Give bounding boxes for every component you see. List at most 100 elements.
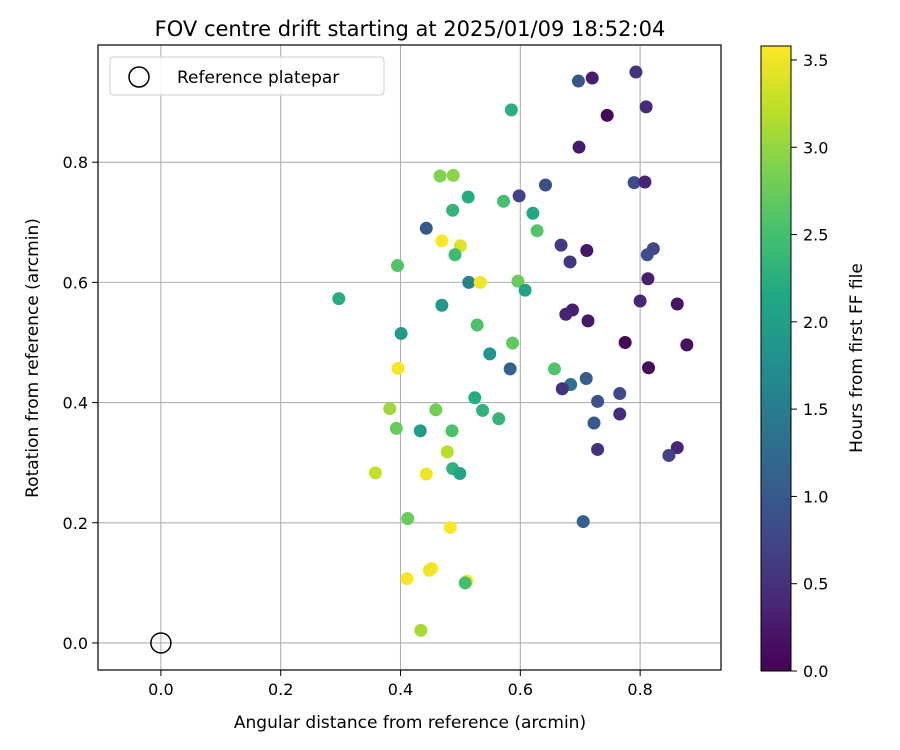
grid-lines <box>98 45 721 670</box>
scatter-point <box>581 314 595 328</box>
scatter-point <box>670 441 684 455</box>
x-tick-label: 0.0 <box>148 680 173 699</box>
scatter-point <box>639 100 653 114</box>
scatter-point <box>435 234 449 248</box>
scatter-point <box>526 206 540 220</box>
scatter-point <box>563 255 577 269</box>
scatter-point <box>433 169 447 183</box>
scatter-point <box>640 248 654 262</box>
scatter-point <box>613 387 627 401</box>
x-axis-label: Angular distance from reference (arcmin) <box>234 713 586 733</box>
scatter-point <box>511 274 525 288</box>
scatter-point <box>383 402 397 416</box>
scatter-point <box>497 194 511 208</box>
scatter-point <box>555 382 569 396</box>
scatter-point <box>576 515 590 529</box>
scatter-point <box>429 403 443 417</box>
scatter-point <box>401 512 415 526</box>
scatter-point <box>506 336 520 350</box>
scatter-point <box>591 442 605 456</box>
y-axis-ticks: 0.0 0.2 0.4 0.6 0.8 <box>63 153 98 653</box>
colorbar-tick-label: 3.0 <box>803 138 828 157</box>
scatter-point <box>419 467 433 481</box>
colorbar-tick-label: 2.5 <box>803 226 828 245</box>
scatter-point <box>435 298 449 312</box>
x-tick-label: 0.2 <box>268 680 293 699</box>
scatter-point <box>470 318 484 332</box>
colorbar-tick-label: 2.0 <box>803 313 828 332</box>
data-points <box>332 65 694 637</box>
chart-title: FOV centre drift starting at 2025/01/09 … <box>155 17 666 41</box>
y-tick-label: 0.2 <box>63 514 88 533</box>
scatter-point <box>453 466 467 480</box>
scatter-point <box>579 372 593 386</box>
colorbar-tick-label: 1.5 <box>803 400 828 419</box>
scatter-point <box>641 272 655 286</box>
colorbar-tick-label: 0.0 <box>803 662 828 681</box>
scatter-point <box>400 572 414 586</box>
scatter-point <box>629 65 643 79</box>
scatter-point <box>547 362 561 376</box>
scatter-point <box>572 140 586 154</box>
scatter-point <box>580 244 594 258</box>
scatter-point <box>332 292 346 306</box>
colorbar-ticks: 0.0 0.5 1.0 1.5 2.0 2.5 3.0 3.5 <box>791 51 828 681</box>
scatter-point <box>559 307 573 321</box>
colorbar-tick-label: 0.5 <box>803 575 828 594</box>
scatter-point <box>503 362 517 376</box>
scatter-point <box>642 361 656 375</box>
scatter-point <box>600 108 614 122</box>
legend-box <box>109 56 385 96</box>
scatter-point <box>518 283 532 297</box>
scatter-point <box>670 297 684 311</box>
scatter-point <box>571 74 585 88</box>
scatter-point <box>473 275 487 289</box>
scatter-point <box>538 178 552 192</box>
y-axis-label: Rotation from reference (arcmin) <box>23 218 43 498</box>
scatter-point <box>585 71 599 85</box>
scatter-point <box>504 103 518 117</box>
legend: Reference platepar <box>109 56 385 96</box>
y-tick-label: 0.4 <box>63 394 88 413</box>
scatter-point <box>633 294 647 308</box>
scatter-point <box>445 424 459 438</box>
scatter-point <box>391 259 405 273</box>
scatter-point <box>414 623 428 637</box>
x-tick-label: 0.4 <box>388 680 413 699</box>
scatter-point <box>587 416 601 430</box>
scatter-point <box>422 563 436 577</box>
scatter-point <box>591 394 605 408</box>
scatter-point <box>638 175 652 189</box>
scatter-point <box>443 521 457 535</box>
reference-platepar-marker <box>150 632 172 654</box>
scatter-point <box>413 424 427 438</box>
legend-marker <box>128 66 150 88</box>
legend-label: Reference platepar <box>177 68 339 88</box>
scatter-point <box>462 275 476 289</box>
y-tick-label: 0.8 <box>63 153 88 172</box>
x-tick-label: 0.8 <box>627 680 652 699</box>
scatter-point <box>419 221 433 235</box>
y-tick-label: 0.6 <box>63 273 88 292</box>
scatter-point <box>483 347 497 361</box>
scatter-point <box>389 421 403 435</box>
y-tick-label: 0.0 <box>63 634 88 653</box>
scatter-point <box>446 203 460 217</box>
scatter-point <box>394 326 408 340</box>
scatter-point <box>530 224 544 238</box>
scatter-point <box>440 445 454 459</box>
colorbar-label: Hours from first FF file <box>847 263 867 453</box>
colorbar <box>760 45 792 672</box>
scatter-point <box>391 361 405 375</box>
scatter-point <box>512 189 526 203</box>
scatter-point <box>458 576 472 590</box>
scatter-point <box>446 168 460 182</box>
scatter-point <box>492 412 506 426</box>
plot-frame <box>97 44 722 671</box>
colorbar-tick-label: 3.5 <box>803 51 828 70</box>
x-axis-ticks: 0.0 0.2 0.4 0.6 0.8 <box>148 670 653 699</box>
colorbar-tick-label: 1.0 <box>803 487 828 506</box>
scatter-point <box>448 248 462 262</box>
x-tick-label: 0.6 <box>508 680 533 699</box>
